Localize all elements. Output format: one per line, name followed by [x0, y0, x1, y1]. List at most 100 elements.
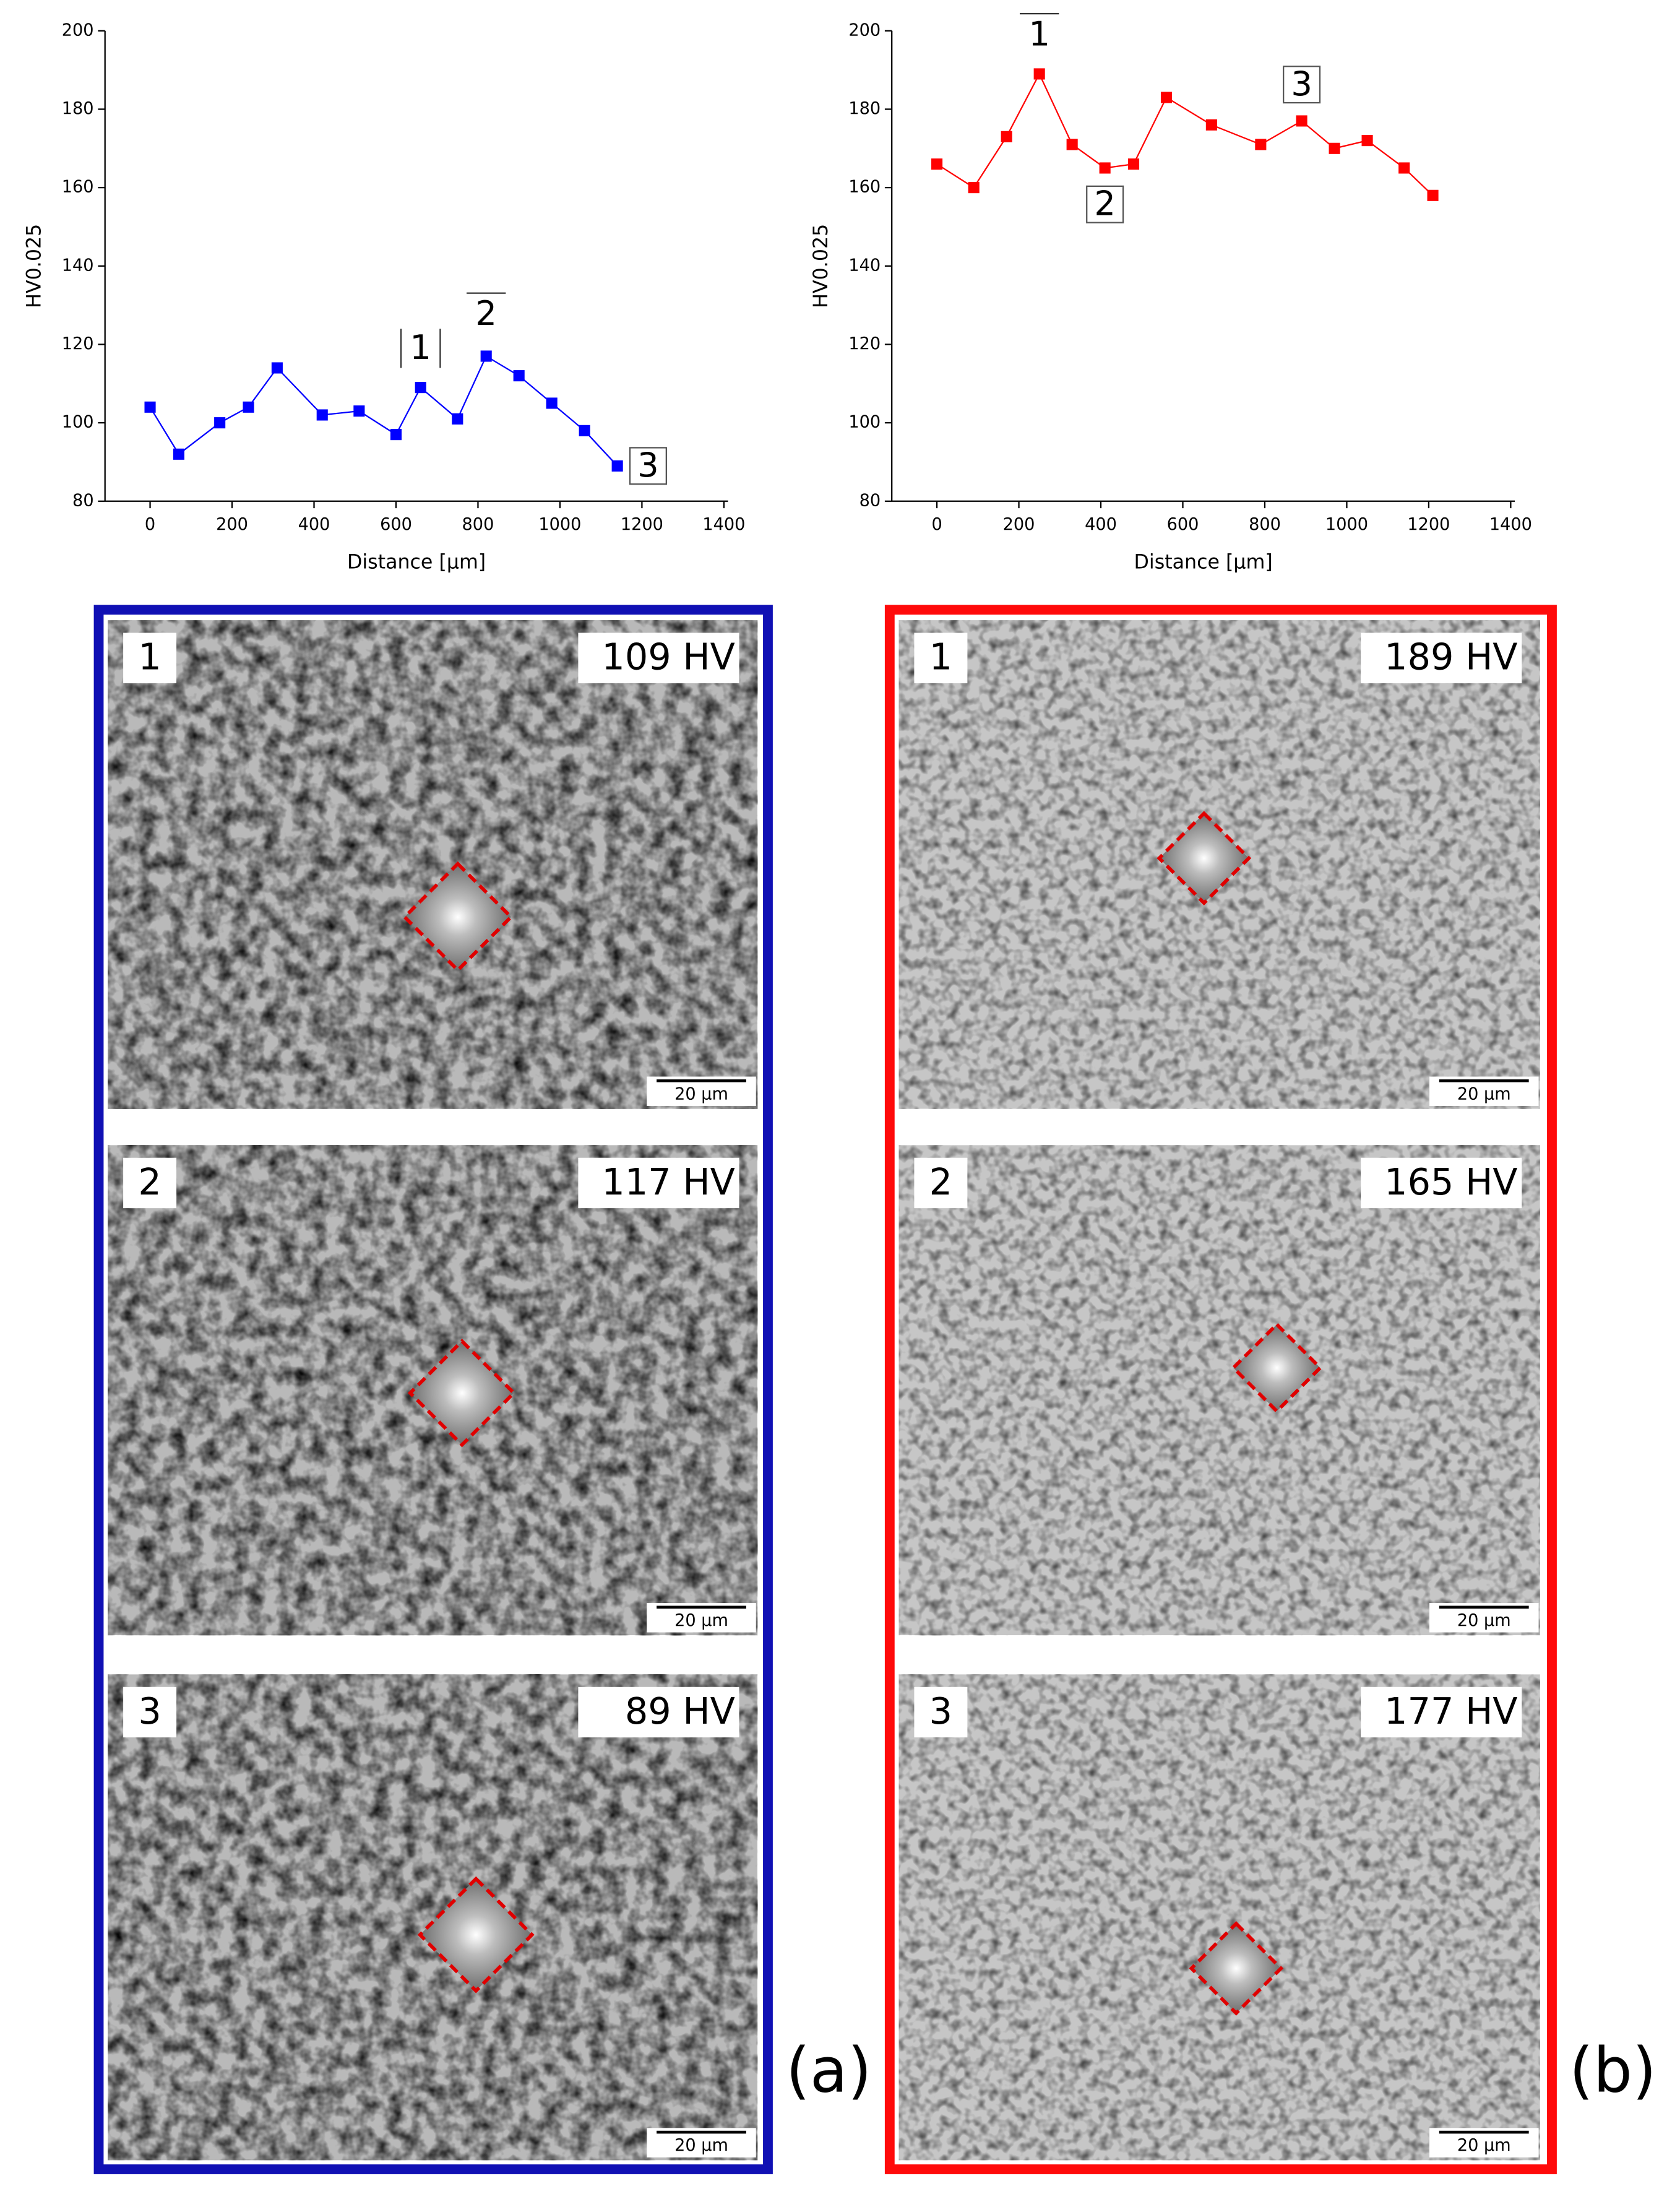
y-tick-label: 120: [62, 334, 94, 353]
y-tick-label: 140: [848, 256, 881, 275]
annotation: 2: [1086, 184, 1124, 223]
scale-label: 20 µm: [674, 1611, 728, 1630]
annotation: 1: [1019, 13, 1059, 53]
data-point: [243, 401, 254, 413]
number-box: [123, 1157, 177, 1209]
image-number: 2: [929, 1160, 952, 1203]
x-tick-label: 800: [462, 515, 494, 534]
series-line: [149, 355, 618, 467]
x-tick-label: 400: [298, 515, 330, 534]
indent: [402, 861, 514, 973]
hardness-box: [578, 633, 739, 683]
annotation-label: 3: [637, 446, 659, 485]
y-tick-label: 100: [62, 413, 94, 432]
y-tick-label: 180: [62, 99, 94, 118]
hardness-label: 89 HV: [625, 1690, 735, 1732]
hardness-label: 177 HV: [1384, 1690, 1517, 1732]
scale-label: 20 µm: [1457, 1084, 1511, 1104]
number-box: [123, 1687, 177, 1738]
number-box: [914, 1687, 968, 1738]
x-axis-label: Distance [µm]: [347, 551, 486, 573]
hardness-label: 165 HV: [1384, 1160, 1517, 1203]
scale-label: 20 µm: [674, 1084, 728, 1104]
annotation: 3: [629, 446, 667, 485]
annotation-label: 2: [1094, 184, 1116, 223]
x-tick-label: 1200: [621, 515, 663, 534]
x-tick-label: 400: [1085, 515, 1117, 534]
hardness-box: [578, 1157, 739, 1209]
image-number: 3: [929, 1690, 952, 1732]
y-tick-label: 100: [848, 413, 881, 432]
y-tick-label: 180: [848, 99, 881, 118]
micrograph-texture: [108, 620, 758, 1109]
annotation-box: [629, 447, 667, 485]
y-tick-label: 200: [62, 20, 94, 40]
panel-frame: [93, 605, 773, 2174]
hardness-box: [1361, 633, 1522, 683]
indent: [1189, 1921, 1284, 2016]
panel-label: (a): [786, 2036, 872, 2107]
x-tick-label: 800: [1249, 515, 1281, 534]
data-point: [546, 397, 558, 409]
y-tick-label: 80: [859, 491, 881, 510]
data-point: [1127, 158, 1140, 170]
x-tick-label: 0: [145, 515, 155, 534]
data-point: [611, 460, 623, 472]
x-tick-label: 600: [380, 515, 412, 534]
data-point: [452, 413, 463, 425]
scale-label: 20 µm: [674, 2136, 728, 2155]
x-tick-label: 1400: [1489, 515, 1532, 534]
data-point: [1160, 92, 1173, 103]
data-point: [1033, 68, 1045, 80]
y-tick-label: 160: [848, 178, 881, 197]
hardness-box: [1361, 1157, 1522, 1209]
data-point: [214, 417, 226, 429]
indent: [417, 1876, 535, 1994]
annotation-label: 3: [1291, 64, 1312, 103]
hardness-box: [1361, 1687, 1522, 1738]
data-point: [513, 370, 525, 382]
x-tick-label: 1000: [538, 515, 581, 534]
data-point: [1329, 142, 1340, 154]
x-tick-label: 200: [1003, 515, 1035, 534]
x-tick-label: 0: [931, 515, 942, 534]
hardness-label: 109 HV: [601, 636, 734, 678]
indent: [1157, 811, 1252, 906]
scale-label: 20 µm: [1457, 2136, 1511, 2155]
x-tick-label: 1200: [1407, 515, 1450, 534]
annotation: 2: [467, 292, 506, 333]
data-point: [931, 158, 943, 170]
annotation-box: [1086, 185, 1124, 223]
panel-frame: [884, 605, 1557, 2174]
data-point: [579, 425, 590, 436]
number-box: [914, 633, 968, 683]
y-axis-label: HV0.025: [810, 224, 832, 308]
data-point: [415, 382, 426, 394]
annotation: 1: [400, 328, 441, 368]
scale-label: 20 µm: [1457, 1611, 1511, 1630]
micrograph-texture: [108, 1674, 758, 2161]
number-box: [123, 633, 177, 683]
micrograph-texture: [898, 1674, 1540, 2161]
data-point: [480, 350, 492, 362]
data-point: [1427, 189, 1439, 201]
image-number: 1: [138, 636, 161, 678]
image-number: 2: [138, 1160, 161, 1203]
number-box: [914, 1157, 968, 1209]
data-point: [173, 448, 184, 460]
y-tick-label: 200: [848, 20, 881, 40]
y-tick-label: 160: [62, 178, 94, 197]
data-point: [353, 405, 365, 417]
x-tick-label: 1400: [702, 515, 745, 534]
data-point: [1255, 139, 1267, 150]
data-point: [1361, 135, 1373, 147]
x-tick-label: 200: [216, 515, 248, 534]
x-axis-label: Distance [µm]: [1134, 551, 1273, 573]
y-axis-label: HV0.025: [24, 224, 46, 308]
data-point: [271, 362, 283, 374]
panel-label: (b): [1569, 2036, 1656, 2107]
x-tick-label: 600: [1167, 515, 1199, 534]
data-point: [1398, 162, 1410, 174]
data-point: [144, 401, 156, 413]
